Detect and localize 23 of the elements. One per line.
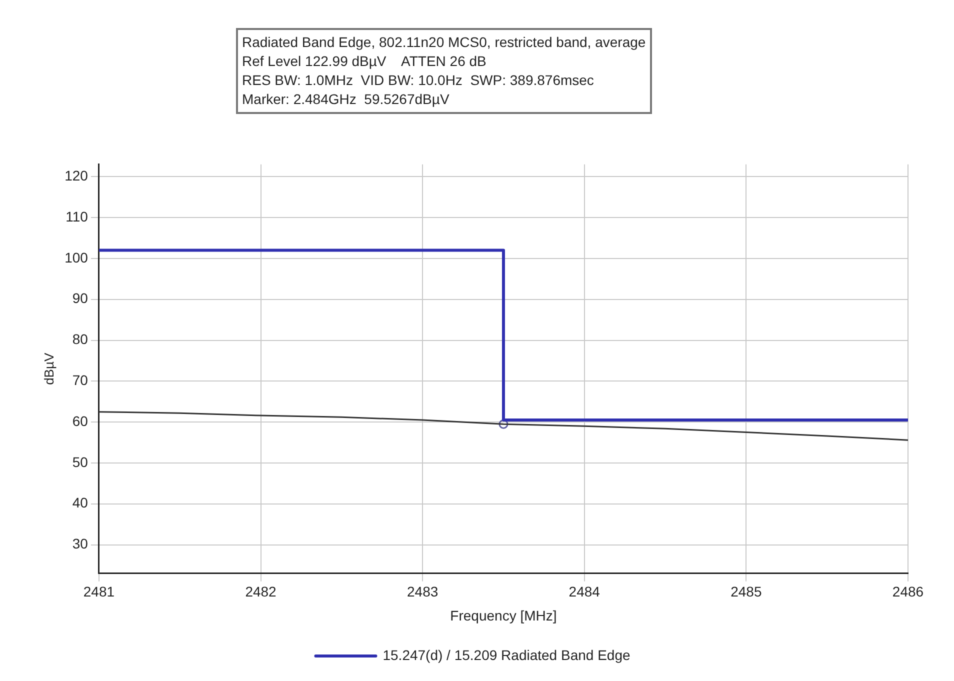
- text: Ref Level 122.99 dBµV ATTEN 26 dB: [242, 52, 488, 71]
- text: RES BW: 1.0MHz VID BW: 10.0Hz SWP: 389.876msec: [242, 71, 595, 90]
- y-axis-title: dBµV: [41, 352, 56, 385]
- x-tick-label: 2485: [730, 584, 762, 600]
- x-tick-label: 2483: [406, 584, 438, 600]
- x-axis-title: Frequency [MHz]: [450, 607, 557, 624]
- x-tick-label: 2482: [245, 584, 277, 600]
- x-tick-label: 2481: [83, 584, 115, 600]
- y-tick-label: 30: [72, 536, 88, 552]
- x-tick-label: 2484: [568, 584, 600, 600]
- y-tick-label: 70: [72, 372, 88, 388]
- y-tick-label: 110: [66, 208, 88, 224]
- y-tick-label: 60: [72, 412, 88, 429]
- y-tick-label: 40: [72, 494, 88, 511]
- y-tick-label: 90: [72, 290, 88, 306]
- y-tick-label: 50: [72, 454, 88, 470]
- chart-title: Radiated Band Edge, 802.11n20 MCS0, restricted band, average: [242, 33, 646, 52]
- y-tick-label: 100: [64, 249, 88, 266]
- legend-label: 15.247(d) / 15.209 Radiated Band Edge: [382, 646, 630, 663]
- y-tick-label: 120: [64, 168, 88, 184]
- text: Marker: 2.484GHz 59.5267dBµV: [242, 90, 450, 109]
- x-tick-label: 2486: [892, 584, 924, 600]
- y-tick-label: 80: [72, 331, 88, 348]
